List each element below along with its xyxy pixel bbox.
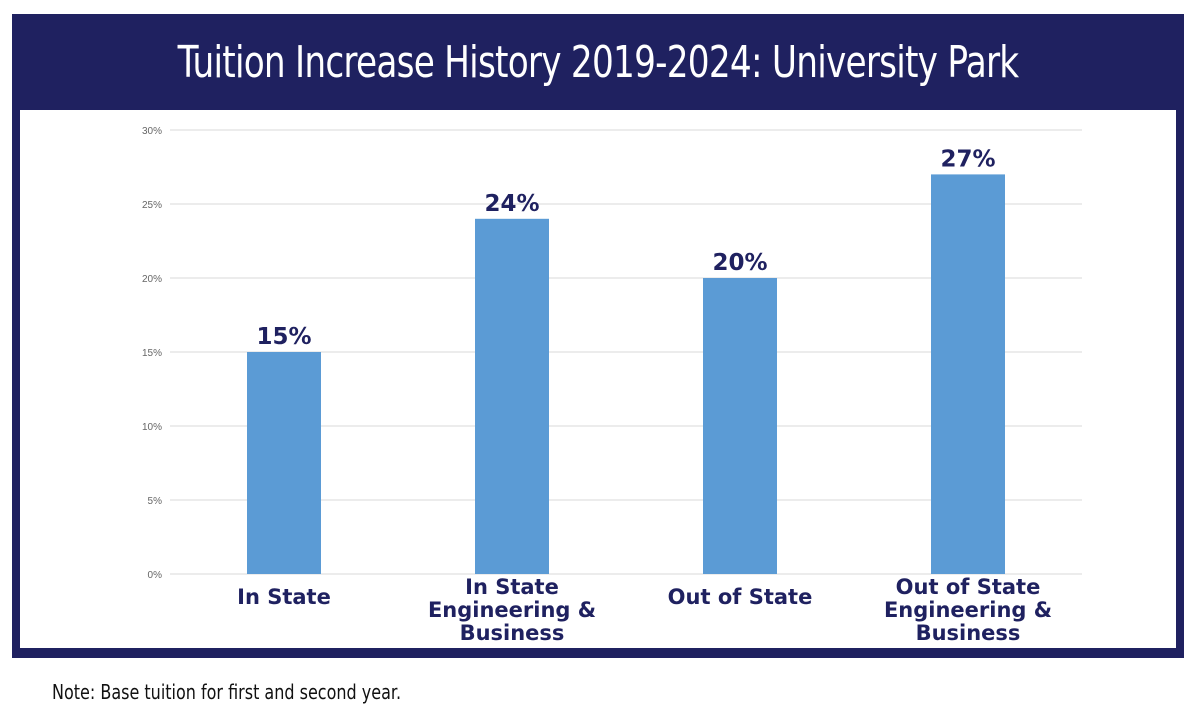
y-tick-label: 30%: [142, 126, 162, 137]
x-category-label-line: Engineering &: [428, 598, 596, 622]
y-tick-label: 20%: [142, 274, 162, 285]
plot-panel: 0% 5% 10% 15% 20% 25% 30% 15% In State 24% In Stat…: [20, 110, 1176, 648]
footnote: Note: Base tuition for first and second …: [52, 680, 402, 704]
x-category-label: Out of State: [668, 585, 813, 609]
x-category-label-line: Out of State: [896, 575, 1041, 599]
chart-title: Tuition Increase History 2019-2024: Univ…: [177, 36, 1020, 88]
y-tick-label: 0%: [148, 570, 163, 581]
bar: [703, 278, 777, 574]
x-category-label: Out of State Engineering & Business: [884, 575, 1052, 645]
y-tick-label: 15%: [142, 348, 162, 359]
x-category-label: In State: [237, 585, 331, 609]
x-category-label-line: In State: [465, 575, 559, 599]
bar: [247, 352, 321, 574]
x-category-label-line: In State: [237, 585, 331, 609]
bar: [475, 218, 549, 575]
y-tick-label: 5%: [148, 496, 163, 507]
data-label: 27%: [940, 146, 995, 172]
x-category-label-line: Out of State: [668, 585, 813, 609]
y-tick-label: 10%: [142, 422, 162, 433]
x-category-label-line: Business: [916, 621, 1021, 645]
bar-chart: 0% 5% 10% 15% 20% 25% 30% 15% In State 24% In Stat…: [142, 126, 1082, 645]
x-category-label: In State Engineering & Business: [428, 575, 596, 645]
title-bar: Tuition Increase History 2019-2024: Univ…: [12, 14, 1184, 110]
bar: [931, 174, 1005, 574]
x-category-label-line: Engineering &: [884, 598, 1052, 622]
data-label: 20%: [712, 250, 767, 276]
x-category-label-line: Business: [460, 621, 565, 645]
y-tick-label: 25%: [142, 200, 162, 211]
chart-frame: Tuition Increase History 2019-2024: Univ…: [12, 14, 1184, 658]
data-label: 24%: [484, 191, 539, 217]
data-label: 15%: [256, 324, 311, 350]
